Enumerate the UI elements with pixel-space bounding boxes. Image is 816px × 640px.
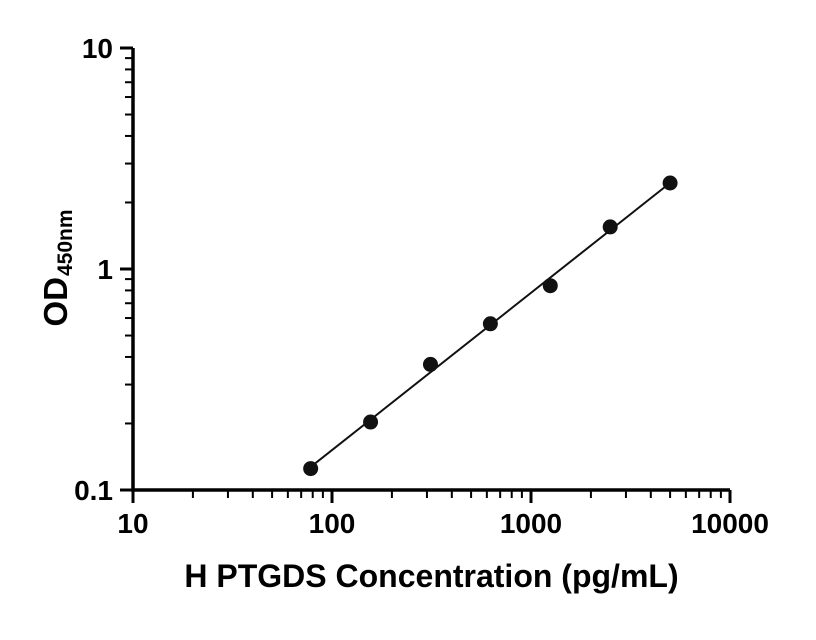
data-point xyxy=(422,356,438,372)
y-axis-title-subscript: 450nm xyxy=(54,209,77,277)
axis-lines xyxy=(131,48,730,492)
y-axis-title: OD450nm xyxy=(37,209,77,327)
x-tick-label: 10 xyxy=(117,508,148,539)
y-axis-title-main: OD xyxy=(37,277,74,327)
data-point xyxy=(662,175,678,191)
data-point xyxy=(602,219,618,235)
x-axis-title: H PTGDS Concentration (pg/mL) xyxy=(184,558,679,594)
y-tick-label: 10 xyxy=(82,33,113,64)
data-point xyxy=(482,316,498,332)
x-tick-label: 10000 xyxy=(691,508,769,539)
data-point xyxy=(303,461,319,477)
data-point xyxy=(363,414,379,430)
y-tick-label: 0.1 xyxy=(74,475,113,506)
data-point xyxy=(542,278,558,294)
x-tick-label: 100 xyxy=(309,508,356,539)
x-tick-label: 1000 xyxy=(500,508,562,539)
y-tick-label: 1 xyxy=(97,254,113,285)
